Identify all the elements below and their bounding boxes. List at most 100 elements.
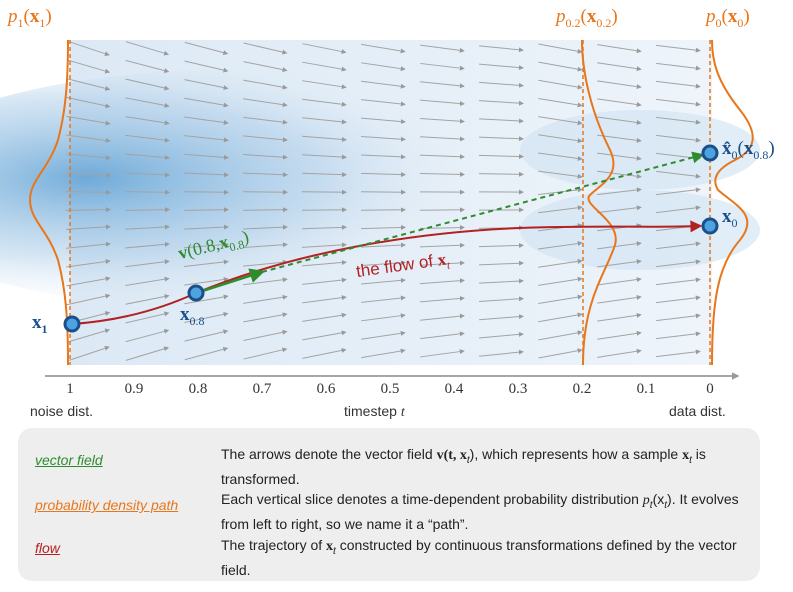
vector-field-arrow	[419, 154, 465, 160]
vector-field-arrow	[656, 134, 701, 143]
vector-field-arrow	[361, 330, 406, 340]
vector-field-arrow	[302, 312, 347, 322]
flow-trajectory	[71, 220, 703, 325]
vector-field-arrow	[243, 42, 288, 55]
vector-field-arrow	[656, 44, 701, 53]
vector-field-arrow	[184, 41, 229, 56]
legend-term-vector-field: vector field	[35, 452, 103, 468]
point-x0	[701, 217, 719, 235]
vector-field-arrow	[125, 241, 170, 249]
vector-field-arrow	[538, 97, 583, 108]
vector-field-arrow	[125, 328, 170, 343]
vector-field-arrow	[125, 153, 170, 161]
vector-field-arrow	[538, 312, 583, 323]
vector-field-arrow	[478, 260, 524, 266]
vector-field-arrow	[184, 135, 229, 143]
vector-field-arrow	[656, 295, 701, 304]
vector-field-arrow	[361, 80, 406, 89]
axis-tick-label: 0.5	[380, 381, 400, 397]
vector-field-arrow	[478, 154, 524, 160]
vector-field-arrow	[479, 63, 524, 71]
vector-field-arrow	[66, 78, 111, 91]
vector-field-arrow	[125, 59, 170, 74]
density-shading-right	[520, 110, 760, 190]
vector-field-arrow	[124, 207, 170, 213]
legend-desc-density-path: Each vertical slice denotes a time-depen…	[221, 491, 739, 532]
vector-field-arrow	[538, 170, 583, 179]
vector-field-arrow	[66, 153, 111, 161]
vector-field-arrow	[184, 224, 229, 230]
vector-field-arrow	[420, 136, 465, 142]
vector-field-arrow	[302, 135, 347, 142]
vector-field-arrow	[124, 189, 170, 195]
vector-field-arrow	[597, 348, 642, 358]
vector-field-arrow	[361, 295, 406, 303]
vector-field-arrow	[656, 277, 701, 286]
vector-field-arrow	[243, 329, 288, 341]
vector-field-arrow	[302, 117, 347, 125]
vector-field-arrow	[125, 259, 170, 268]
vector-field-arrow	[125, 78, 170, 91]
axis-tick-label: 0.2	[572, 381, 592, 397]
vector-field-arrow	[361, 313, 406, 322]
label-p0: p0(x0)	[706, 6, 750, 30]
vector-field-arrow	[538, 116, 583, 126]
axis-tick-label: 0.3	[508, 381, 528, 397]
axis-tick-label: 0.4	[444, 381, 464, 397]
label-p1: p1(x1)	[8, 6, 52, 30]
flow-diagram	[0, 39, 760, 380]
vector-field-arrow	[479, 100, 524, 106]
vector-field-arrow	[184, 116, 229, 125]
vector-field-arrow	[597, 330, 642, 340]
legend-panel	[18, 428, 760, 581]
vector-field-arrow	[656, 259, 701, 268]
vector-field-arrow	[184, 172, 229, 178]
vector-field-arrow	[656, 62, 701, 71]
vector-field-arrow	[125, 97, 170, 108]
vector-field-arrow	[538, 152, 583, 161]
vector-field-arrow	[302, 295, 347, 304]
vector-v08	[195, 268, 265, 295]
vector-field-arrow	[242, 207, 288, 213]
vector-field-arrow	[184, 294, 229, 305]
vector-field-arrow	[243, 98, 288, 108]
vector-field-arrow	[420, 99, 465, 107]
vector-field-arrow	[538, 43, 583, 54]
vector-field-arrow	[243, 277, 288, 286]
vector-field-arrow	[66, 172, 111, 178]
vector-field-arrow	[479, 278, 524, 284]
vector-field-arrow	[66, 293, 111, 306]
legend-desc-vector-field: The arrows denote the vector field v(t, …	[221, 446, 706, 487]
vector-field-arrow	[184, 311, 229, 323]
label-x08: x0.8	[180, 304, 205, 328]
vector-field-arrow	[243, 294, 288, 304]
vector-field-arrow	[302, 330, 347, 341]
vector-field-arrow	[243, 154, 288, 160]
vector-field-arrow	[479, 314, 524, 321]
vector-field-arrow	[360, 172, 406, 178]
vector-field-arrow	[597, 170, 642, 179]
vector-field-arrow	[242, 172, 288, 178]
vector-field-arrow	[538, 348, 583, 359]
vector-field-arrow	[66, 259, 111, 268]
point-x08	[187, 284, 205, 302]
vector-field-arrow	[66, 96, 111, 109]
vector-field-arrow	[597, 277, 642, 286]
vector-field-arrow	[538, 79, 583, 90]
vector-field-arrow	[479, 81, 524, 88]
vector-field-arrow	[301, 224, 347, 230]
vector-field-arrow	[656, 241, 701, 250]
vector-field-arrow	[184, 79, 229, 91]
vector-field-arrow	[361, 136, 406, 142]
vector-field-arrow	[242, 224, 288, 230]
vector-field-arrow	[656, 170, 701, 179]
vector-field-arrow	[183, 189, 229, 195]
vector-field-arrow	[597, 62, 642, 72]
label-x0: x0	[722, 206, 738, 230]
axis-caption-data: data dist.	[669, 403, 726, 419]
vector-field-arrow	[361, 242, 406, 248]
vector-field-arrow	[125, 224, 170, 230]
vector-field-arrow	[301, 207, 347, 213]
vector-field-arrow	[125, 311, 170, 324]
vector-field-arrow	[419, 225, 465, 231]
